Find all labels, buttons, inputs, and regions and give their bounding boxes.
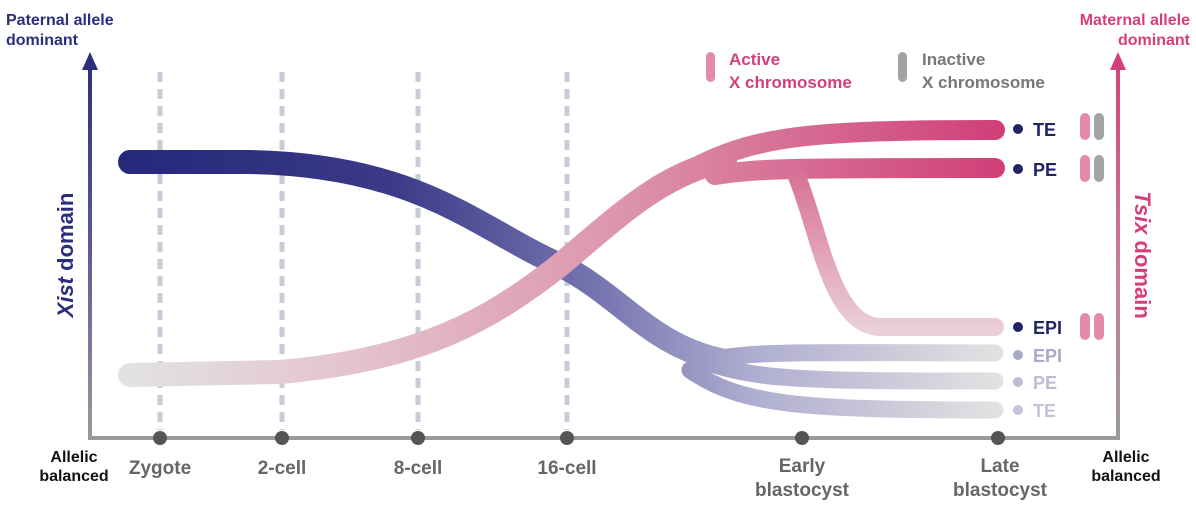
lineage-label: TE (1033, 120, 1056, 140)
inactive-x-icon (1094, 113, 1104, 140)
tsix-domain-label: Tsix domain (1130, 191, 1155, 319)
lineage-label: PE (1033, 373, 1057, 393)
stage-label: 2-cell (258, 458, 307, 479)
lineage-label: EPI (1033, 318, 1062, 338)
stage-labels: Zygote 2-cell 8-cell 16-cell Early blast… (129, 456, 1048, 501)
inactive-x-icon (898, 52, 907, 82)
left-axis-arrow-icon (82, 52, 98, 70)
chromosome-icons (1080, 113, 1104, 340)
xist-paternal-path (118, 150, 1004, 419)
right-balanced-label: Allelic (1102, 449, 1149, 466)
paternal-label: dominant (6, 32, 79, 49)
legend-active: Active (729, 50, 780, 69)
legend-active: X chromosome (729, 73, 852, 92)
right-axis-arrow-icon (1110, 52, 1126, 70)
right-balanced-label: balanced (1091, 468, 1160, 485)
stage-label: blastocyst (953, 480, 1048, 501)
stage-label: Late (980, 456, 1019, 477)
left-balanced-label: balanced (39, 468, 108, 485)
active-x-icon (1080, 155, 1090, 182)
maternal-label: Maternal allele (1080, 12, 1190, 29)
stage-label: Zygote (129, 458, 191, 479)
legend-inactive: X chromosome (922, 73, 1045, 92)
stage-label: Early (779, 456, 826, 477)
active-x-icon (706, 52, 715, 82)
legend-inactive: Inactive (922, 50, 985, 69)
paternal-label: Paternal allele (6, 12, 114, 29)
lineage-label: TE (1033, 401, 1056, 421)
maternal-label: dominant (1118, 32, 1191, 49)
left-balanced-label: Allelic (50, 449, 97, 466)
stage-label: 16-cell (537, 458, 596, 479)
stage-label: 8-cell (394, 458, 443, 479)
active-x-icon (1080, 113, 1090, 140)
active-x-icon (1094, 313, 1104, 340)
active-x-icon (1080, 313, 1090, 340)
lineage-label: EPI (1033, 346, 1062, 366)
lineage-label: PE (1033, 160, 1057, 180)
tsix-maternal-path (118, 120, 1005, 387)
inactive-x-icon (1094, 155, 1104, 182)
stage-label: blastocyst (755, 480, 850, 501)
xist-domain-label: Xist domain (53, 193, 78, 320)
stage-dots (153, 431, 1005, 445)
